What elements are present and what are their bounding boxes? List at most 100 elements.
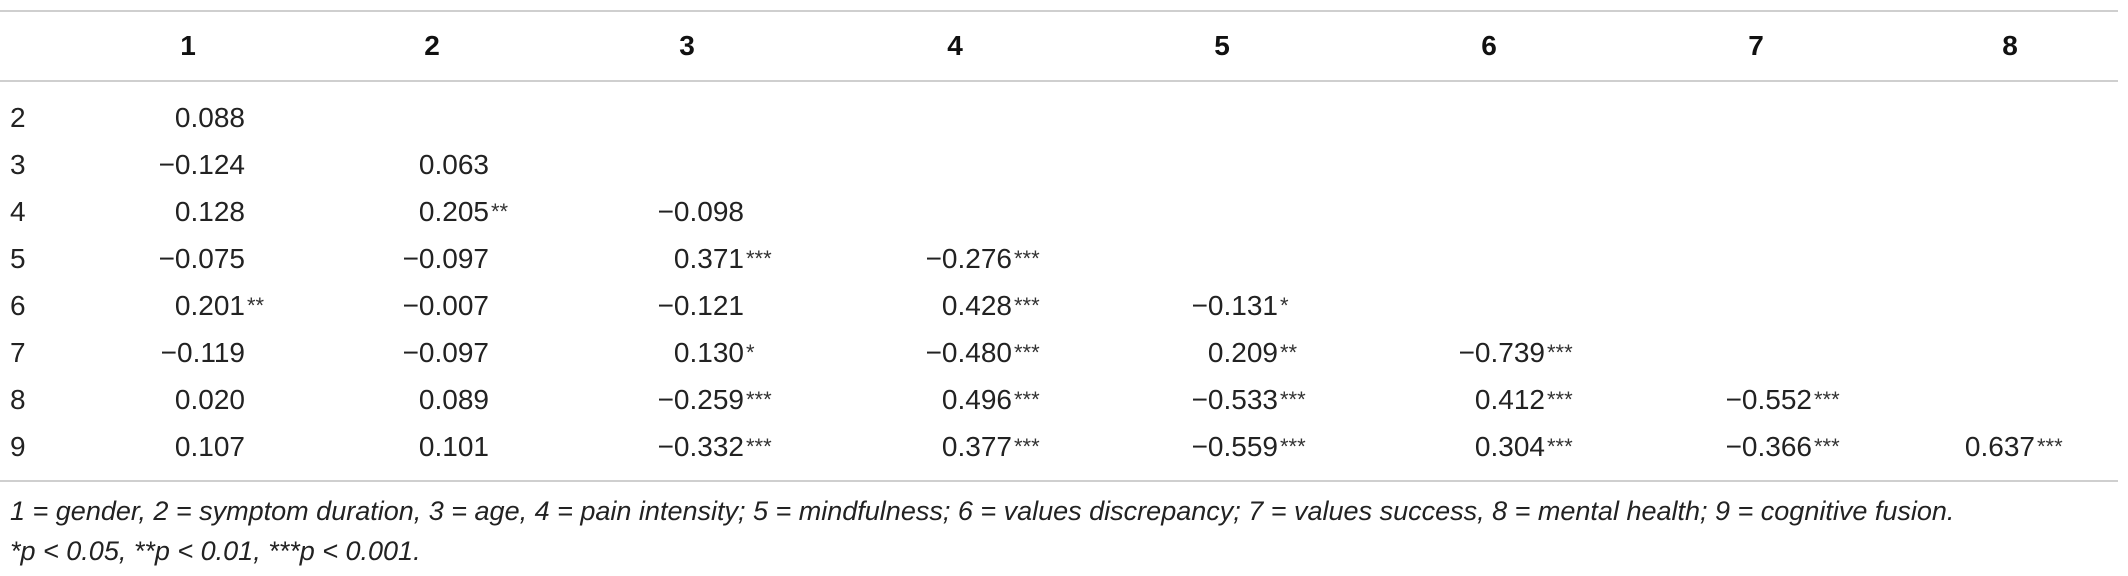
column-header-6: 6	[1481, 30, 1497, 61]
correlation-value: 0.205	[418, 196, 489, 227]
table-cell: 0.304***	[1405, 429, 1573, 465]
correlation-value: 0.201	[174, 290, 245, 321]
significance-marker: *	[1280, 293, 1289, 318]
correlation-value: −0.559	[1191, 431, 1278, 462]
significance-marker: ***	[746, 246, 772, 271]
table-cell: 0.130*	[604, 335, 755, 371]
correlation-value: −0.097	[402, 243, 489, 274]
significance-marker: ***	[2037, 434, 2063, 459]
table-cell: −0.131*	[1138, 288, 1289, 324]
table-cell: 0.107	[105, 429, 245, 465]
table-cell: −0.075	[105, 241, 245, 277]
table-cell: 0.088	[105, 100, 245, 136]
correlation-value: 0.377	[941, 431, 1012, 462]
table-top-rule	[0, 10, 2118, 12]
correlation-value: 0.107	[174, 431, 245, 462]
table-cell: −0.124	[105, 147, 245, 183]
table-cell: 0.128	[105, 194, 245, 230]
correlation-value: −0.332	[657, 431, 744, 462]
table-cell: −0.552***	[1672, 382, 1840, 418]
column-header-7: 7	[1748, 30, 1764, 61]
column-header-5: 5	[1214, 30, 1230, 61]
significance-marker: ***	[1014, 434, 1040, 459]
significance-marker: ***	[1014, 246, 1040, 271]
correlation-value: 0.130	[673, 337, 744, 368]
correlation-value: 0.637	[1964, 431, 2035, 462]
table-bottom-rule	[0, 480, 2118, 482]
correlation-value: −0.259	[657, 384, 744, 415]
table-cell: 0.089	[349, 382, 489, 418]
footnote-significance: *p < 0.05, **p < 0.01, ***p < 0.001.	[10, 536, 421, 566]
table-cell: −0.366***	[1672, 429, 1840, 465]
table-cell: −0.007	[349, 288, 489, 324]
correlation-value: 0.496	[941, 384, 1012, 415]
table-cell: 0.020	[105, 382, 245, 418]
row-label-2: 2	[10, 102, 26, 133]
row-label-8: 8	[10, 384, 26, 415]
correlation-value: 0.089	[418, 384, 489, 415]
correlation-value: 0.371	[673, 243, 744, 274]
table-cell: −0.739***	[1405, 335, 1573, 371]
correlation-value: 0.101	[418, 431, 489, 462]
table-cell: −0.332***	[604, 429, 772, 465]
column-header-3: 3	[679, 30, 695, 61]
table-cell: −0.098	[604, 194, 744, 230]
row-label-7: 7	[10, 337, 26, 368]
row-label-5: 5	[10, 243, 26, 274]
table-cell: 0.205**	[349, 194, 508, 230]
correlation-value: 0.428	[941, 290, 1012, 321]
table-cell: 0.412***	[1405, 382, 1573, 418]
table-cell: 0.209**	[1138, 335, 1297, 371]
correlation-value: 0.412	[1474, 384, 1545, 415]
significance-marker: ***	[1547, 340, 1573, 365]
correlation-value: −0.480	[925, 337, 1012, 368]
table-cell: −0.097	[349, 335, 489, 371]
table-cell: 0.201**	[105, 288, 264, 324]
significance-marker: ***	[1280, 434, 1306, 459]
significance-marker: **	[491, 199, 509, 224]
table-cell: 0.637***	[1895, 429, 2063, 465]
correlation-value: −0.124	[158, 149, 245, 180]
correlation-value: −0.739	[1458, 337, 1545, 368]
table-cell: 0.063	[349, 147, 489, 183]
significance-marker: ***	[746, 387, 772, 412]
significance-marker: ***	[1814, 387, 1840, 412]
column-header-8: 8	[2002, 30, 2018, 61]
significance-marker: ***	[1280, 387, 1306, 412]
table-cell: −0.097	[349, 241, 489, 277]
table-cell: −0.559***	[1138, 429, 1306, 465]
column-header-1: 1	[180, 30, 196, 61]
significance-marker: **	[1280, 340, 1298, 365]
correlation-value: −0.366	[1725, 431, 1812, 462]
correlation-value: 0.063	[418, 149, 489, 180]
table-cell: −0.480***	[872, 335, 1040, 371]
correlation-value: −0.533	[1191, 384, 1278, 415]
table-cell: 0.101	[349, 429, 489, 465]
column-header-2: 2	[424, 30, 440, 61]
correlation-value: −0.276	[925, 243, 1012, 274]
row-label-3: 3	[10, 149, 26, 180]
correlation-value: 0.209	[1207, 337, 1278, 368]
significance-marker: *	[746, 340, 755, 365]
correlation-value: −0.007	[402, 290, 489, 321]
table-cell: 0.496***	[872, 382, 1040, 418]
correlation-value: 0.020	[174, 384, 245, 415]
correlation-value: −0.119	[160, 337, 245, 368]
table-cell: −0.259***	[604, 382, 772, 418]
significance-marker: ***	[746, 434, 772, 459]
table-cell: −0.119	[105, 335, 245, 371]
correlation-value: 0.304	[1474, 431, 1545, 462]
correlation-value: −0.098	[657, 196, 744, 227]
significance-marker: ***	[1014, 340, 1040, 365]
table-cell: −0.276***	[872, 241, 1040, 277]
footnote-variables: 1 = gender, 2 = symptom duration, 3 = ag…	[10, 496, 1955, 526]
correlation-value: 0.128	[174, 196, 245, 227]
table-cell: 0.428***	[872, 288, 1040, 324]
row-label-9: 9	[10, 431, 26, 462]
row-label-6: 6	[10, 290, 26, 321]
row-label-4: 4	[10, 196, 26, 227]
table-cell: 0.377***	[872, 429, 1040, 465]
table-header-rule	[0, 80, 2118, 82]
correlation-value: −0.552	[1725, 384, 1812, 415]
